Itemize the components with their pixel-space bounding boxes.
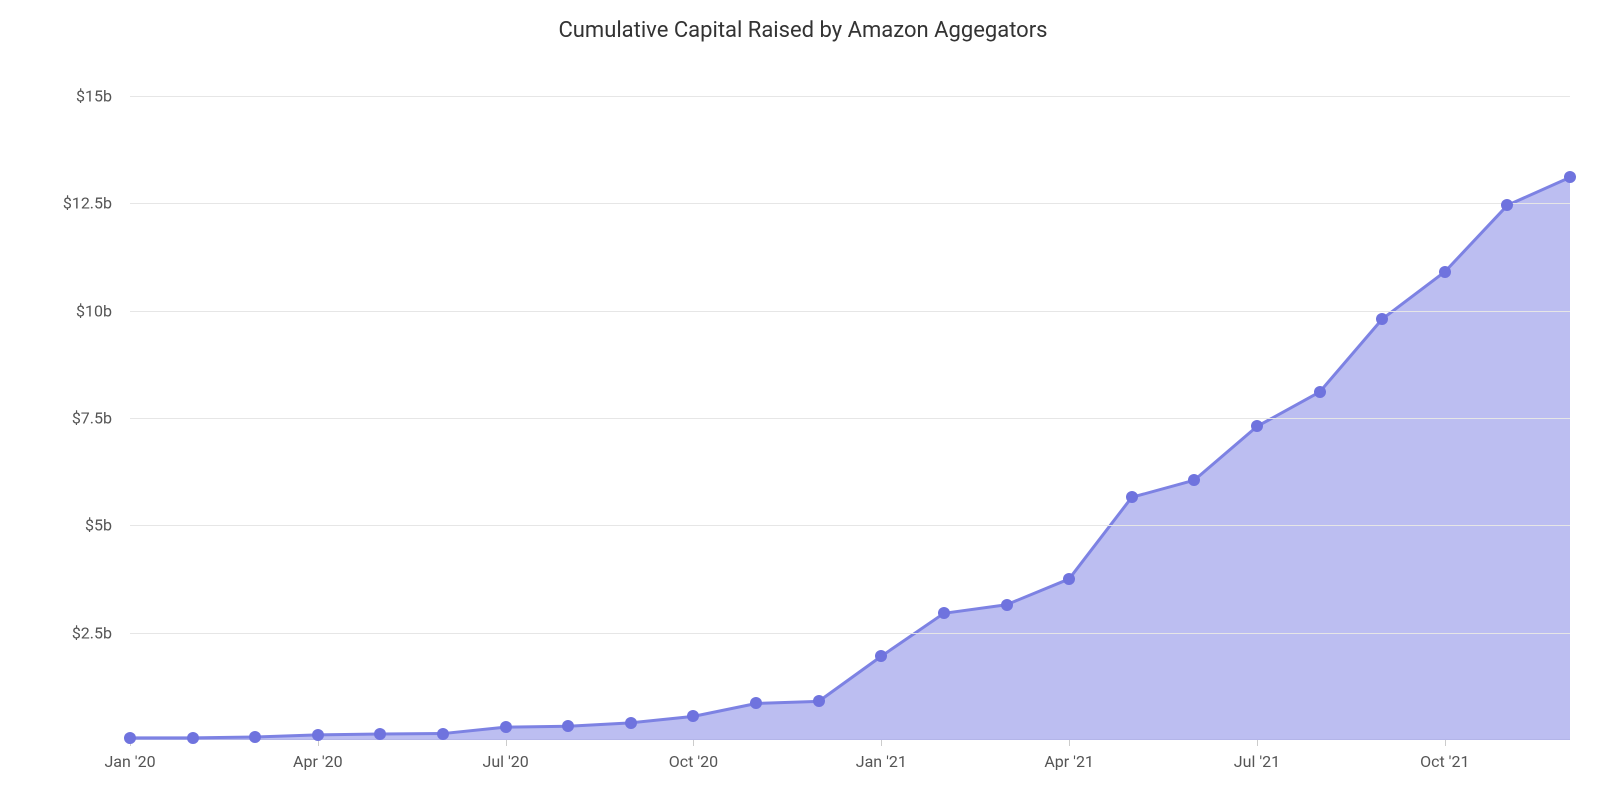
data-point[interactable] — [437, 728, 449, 740]
data-point[interactable] — [1188, 474, 1200, 486]
grid-line — [130, 203, 1570, 204]
x-axis-tick-mark — [1445, 740, 1446, 746]
area-series — [130, 70, 1570, 740]
x-axis-tick-mark — [1257, 740, 1258, 746]
data-point[interactable] — [750, 697, 762, 709]
data-point[interactable] — [1126, 491, 1138, 503]
data-point[interactable] — [687, 710, 699, 722]
grid-line — [130, 96, 1570, 97]
grid-line — [130, 418, 1570, 419]
data-point[interactable] — [938, 607, 950, 619]
grid-line — [130, 525, 1570, 526]
grid-line — [130, 311, 1570, 312]
data-point[interactable] — [1001, 599, 1013, 611]
y-axis-tick-label: $2.5b — [12, 623, 112, 642]
x-axis-tick-label: Jan '21 — [856, 752, 907, 771]
chart-title: Cumulative Capital Raised by Amazon Agge… — [0, 18, 1606, 43]
data-point[interactable] — [1063, 573, 1075, 585]
x-axis-tick-label: Jul '21 — [1234, 752, 1280, 771]
data-point[interactable] — [124, 732, 136, 744]
data-point[interactable] — [875, 650, 887, 662]
x-axis-tick-mark — [881, 740, 882, 746]
x-axis-tick-mark — [506, 740, 507, 746]
x-axis-tick-label: Oct '20 — [669, 752, 718, 771]
data-point[interactable] — [187, 732, 199, 744]
y-axis-tick-label: $12.5b — [12, 194, 112, 213]
x-axis-tick-mark — [1069, 740, 1070, 746]
data-point[interactable] — [374, 728, 386, 740]
y-axis-tick-label: $7.5b — [12, 408, 112, 427]
y-axis-tick-label: $15b — [12, 86, 112, 105]
data-point[interactable] — [1439, 266, 1451, 278]
x-axis-tick-label: Jul '20 — [482, 752, 528, 771]
data-point[interactable] — [1564, 171, 1576, 183]
data-point[interactable] — [1501, 199, 1513, 211]
data-point[interactable] — [1314, 386, 1326, 398]
x-axis-tick-mark — [693, 740, 694, 746]
plot-area: $2.5b$5b$7.5b$10b$12.5b$15bJan '20Apr '2… — [130, 70, 1570, 740]
data-point[interactable] — [312, 729, 324, 741]
data-point[interactable] — [1376, 313, 1388, 325]
data-point[interactable] — [625, 717, 637, 729]
chart-container: Cumulative Capital Raised by Amazon Agge… — [0, 0, 1606, 800]
y-axis-tick-label: $5b — [12, 516, 112, 535]
x-axis-tick-label: Oct '21 — [1420, 752, 1469, 771]
data-point[interactable] — [813, 695, 825, 707]
x-axis-tick-label: Apr '20 — [293, 752, 343, 771]
x-axis-tick-label: Apr '21 — [1044, 752, 1094, 771]
grid-line — [130, 633, 1570, 634]
y-axis-tick-label: $10b — [12, 301, 112, 320]
data-point[interactable] — [249, 731, 261, 743]
data-point[interactable] — [1251, 420, 1263, 432]
x-axis-tick-label: Jan '20 — [104, 752, 155, 771]
data-point[interactable] — [562, 720, 574, 732]
x-axis-tick-mark — [318, 740, 319, 746]
area-fill — [130, 177, 1570, 740]
data-point[interactable] — [500, 721, 512, 733]
